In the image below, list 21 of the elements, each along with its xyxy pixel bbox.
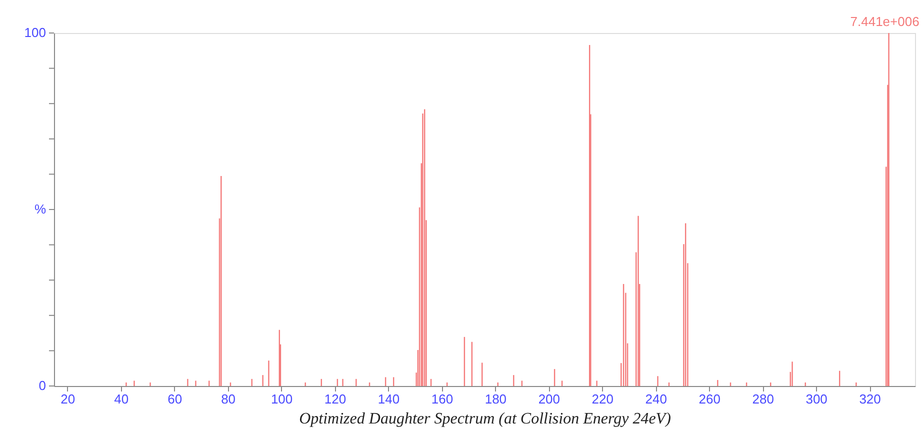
y-tick-label: 0 [38,378,46,393]
x-tick-label: 140 [378,392,400,406]
x-tick-label: 100 [270,392,293,406]
x-tick-label: 120 [324,392,346,406]
x-tick-label: 80 [221,392,236,406]
x-tick-label: 260 [698,392,720,406]
x-tick-label: 200 [538,392,560,406]
x-tick-label: 280 [752,392,774,406]
x-tick-label: 40 [114,392,129,406]
x-axis-title: Optimized Daughter Spectrum (at Collision Energy 24eV) [299,410,671,428]
x-tick-label: 180 [484,392,507,406]
x-tick-label: 220 [592,392,614,406]
x-tick-label: 320 [859,392,881,406]
x-tick-label: 160 [431,392,454,406]
x-tick-label: 240 [645,392,667,406]
y-tick-label: 100 [24,25,46,40]
y-tick-label: % [34,202,46,216]
annotation: 7.441e+006 [850,14,920,29]
x-tick-label: 20 [60,392,76,406]
x-tick-label: 300 [806,392,828,406]
x-tick-label: 60 [168,392,182,406]
